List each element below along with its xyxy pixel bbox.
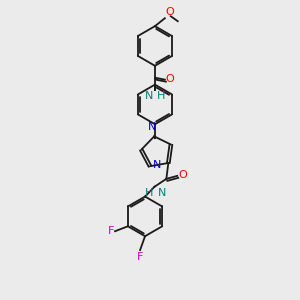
Text: N: N [145, 91, 153, 100]
Text: O: O [166, 74, 175, 84]
Text: N: N [153, 160, 161, 170]
Text: H: H [157, 91, 165, 100]
Text: F: F [137, 252, 143, 262]
Text: N: N [148, 122, 156, 132]
Text: H: H [145, 188, 154, 198]
Text: O: O [178, 170, 187, 180]
Text: F: F [108, 226, 114, 236]
Text: N: N [158, 188, 166, 198]
Text: O: O [166, 7, 175, 17]
